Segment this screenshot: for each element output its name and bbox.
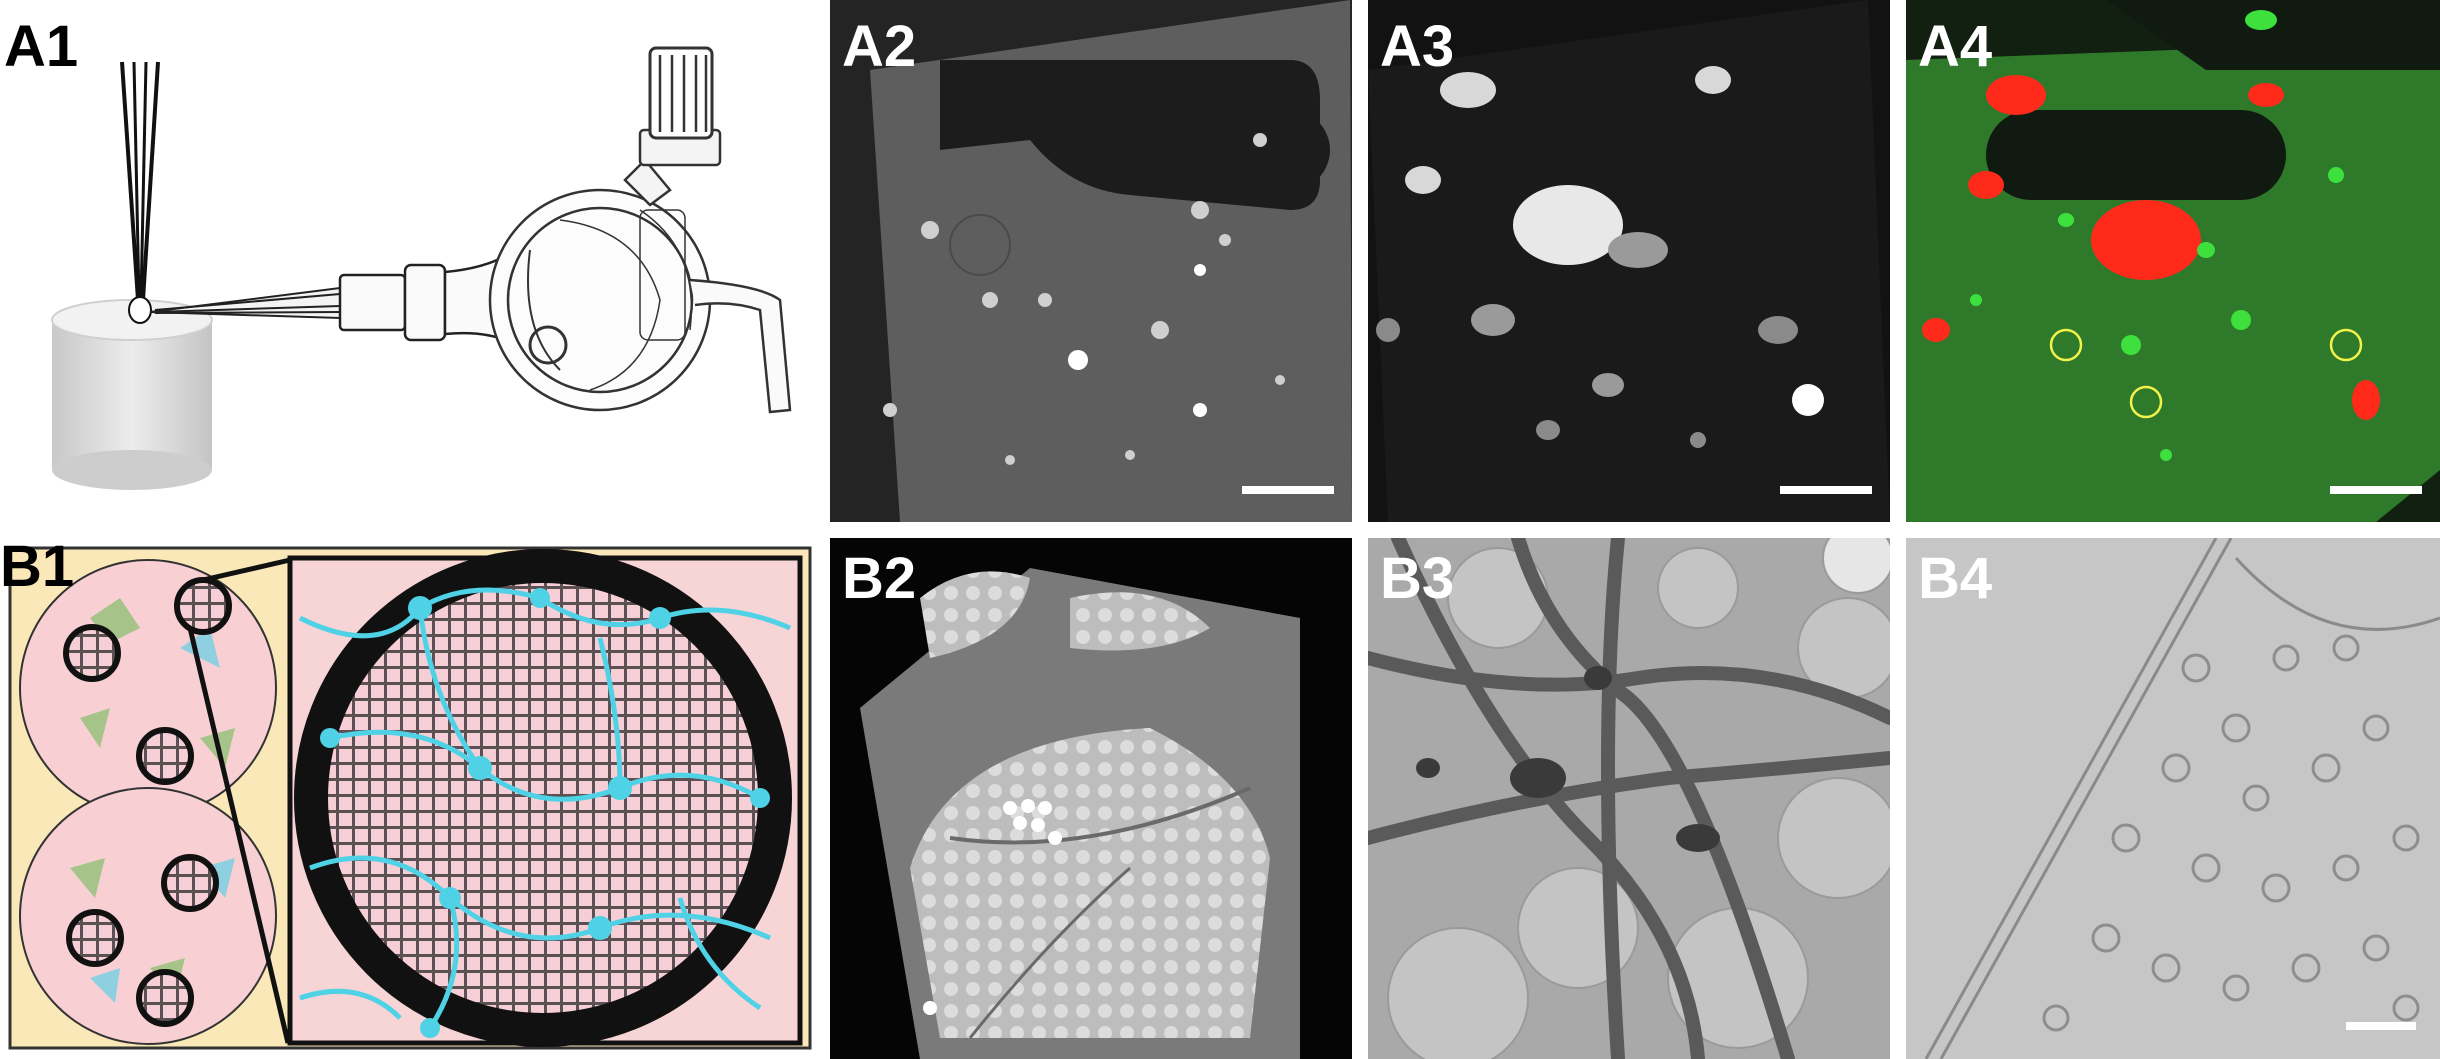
panel-label-b2: B2 <box>842 546 917 611</box>
panel-a3: A3 <box>1368 0 1890 522</box>
needle-holder-icon <box>338 247 517 348</box>
neurite-bundles <box>1368 538 1890 1059</box>
panel-label-a3: A3 <box>1380 14 1455 79</box>
culture-well-bottom <box>19 787 277 1045</box>
microinjection-schematic <box>51 46 792 490</box>
fluorescence-gray-image <box>1368 0 1890 522</box>
holding-pipette-icon <box>120 61 160 324</box>
flask-icon <box>488 46 792 414</box>
culture-dish-icon <box>51 299 213 490</box>
fluorescent-clusters <box>1376 66 1824 448</box>
panel-b3: B3 <box>1368 538 1890 1059</box>
em-neurites-image <box>1368 538 1890 1059</box>
fluorescent-spots <box>883 133 1285 465</box>
panel-b2: B2 <box>830 538 1352 1059</box>
culture-grid-schematic <box>8 546 812 1050</box>
scale-bar-a2 <box>1242 486 1334 494</box>
panel-label-a2: A2 <box>842 14 917 79</box>
panel-b1: B1 <box>0 538 820 1059</box>
panel-label-a4: A4 <box>1918 14 1993 79</box>
grid-square-image <box>830 0 1352 522</box>
panel-label-b1: B1 <box>0 538 75 599</box>
fluorescence-overlay-image <box>1906 0 2440 522</box>
scale-bar-a4 <box>2330 486 2422 494</box>
panel-label-a1: A1 <box>4 14 79 79</box>
red-signal-spots <box>1922 75 2380 420</box>
grid-square-lowmag-image <box>830 538 1352 1059</box>
panel-a2: A2 <box>830 0 1352 522</box>
tomogram-slice-image <box>1906 538 2440 1059</box>
membranes <box>1924 538 2440 1059</box>
neuron-bodies <box>320 588 770 1038</box>
green-signal-spots <box>1970 10 2344 461</box>
panel-label-b4: B4 <box>1918 546 1993 611</box>
scale-bar-b4 <box>2346 1022 2416 1030</box>
panel-a4: A4 <box>1906 0 2440 522</box>
panel-a1: A1 <box>0 0 820 520</box>
panel-b4: B4 <box>1906 538 2440 1059</box>
culture-well-top <box>19 559 277 817</box>
highlight-circles <box>2049 328 2363 419</box>
scale-bar-a3 <box>1780 486 1872 494</box>
synaptic-vesicles <box>2042 634 2420 1032</box>
panel-label-b3: B3 <box>1380 546 1455 611</box>
